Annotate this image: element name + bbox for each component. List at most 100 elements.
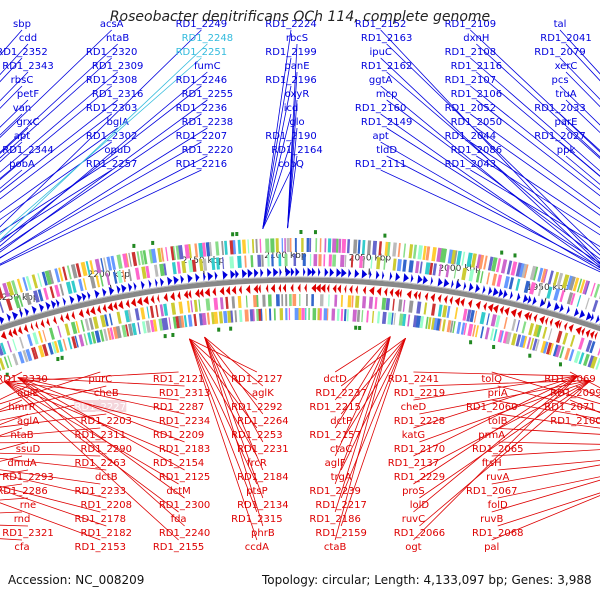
forward-gene-label: bglA [107,117,129,128]
inner-feature-block [597,347,600,356]
forward-gene-arrow [341,268,347,278]
outer-feature-block [184,244,191,259]
forward-gene-label: rbsC [11,75,34,86]
reverse-gene-leader [0,485,101,513]
outer-feature-block [24,292,32,306]
reverse-gene-leader [413,371,578,377]
reverse-gene-leader [491,464,600,485]
forward-gene-label: grxC [16,117,39,128]
reverse-gene-label: priA [488,388,508,399]
outer-feature-block [13,295,21,309]
inner-feature-block [186,300,191,313]
outer-feature-block [309,238,312,253]
forward-gene-arrow [133,282,137,291]
forward-gene-arrow [527,295,532,304]
outer-feature-block [244,255,247,268]
outer-feature-block [445,265,450,278]
inner-feature-block [484,327,490,340]
outer-feature-block [48,269,55,284]
reverse-gene-label: aglK [252,388,274,399]
forward-gene-leader [386,43,600,252]
reverse-gene-arrow [362,285,367,295]
reverse-gene-label: RD1_2182 [81,528,132,539]
rna-marker [500,250,504,255]
reverse-gene-label: tolQ [481,374,502,385]
outer-feature-block [259,238,262,253]
outer-feature-block [456,250,462,266]
forward-gene-arrow [403,273,409,283]
reverse-gene-label: RD1_2060 [466,402,517,413]
inner-feature-block [438,318,442,331]
inner-feature-block [103,328,109,341]
forward-gene-arrow [553,302,560,311]
inner-feature-block [62,338,68,351]
forward-gene-arrow [6,313,11,322]
outer-feature-block [572,277,580,292]
outer-feature-block [172,245,177,261]
forward-gene-leader [0,113,112,200]
inner-feature-block [134,308,140,321]
forward-gene-label: RD1_2309 [92,61,143,72]
inner-feature-block [555,344,562,358]
outer-feature-block [338,238,342,253]
forward-gene-leader [0,71,118,173]
forward-gene-arrow [487,286,493,296]
outer-feature-block [453,250,458,265]
outer-feature-block [151,248,157,264]
outer-feature-block [205,242,211,257]
inner-feature-block [178,301,184,314]
rna-marker [151,240,155,245]
reverse-gene-label: RD1_2071 [544,402,595,413]
inner-feature-block [71,336,78,349]
outer-feature-block [265,238,270,253]
reverse-gene-arrow [389,288,394,298]
inner-feature-block [94,330,101,343]
reverse-gene-leader [413,375,578,429]
outer-feature-block [188,244,192,259]
reverse-gene-leader [4,381,179,513]
outer-feature-block [71,280,77,293]
forward-gene-leader [0,85,202,243]
forward-gene-arrow [369,270,372,280]
forward-gene-leader [0,57,112,159]
forward-gene-label: RD1_2152 [355,19,406,30]
reverse-gene-label: ftsH [482,458,502,469]
forward-gene-leader [0,85,112,179]
inner-feature-block [533,324,540,337]
forward-gene-arrow [585,311,592,321]
forward-gene-label: petF [17,89,39,100]
forward-gene-label: RD1_2352 [0,47,48,58]
forward-gene-label: RD1_2116 [451,61,502,72]
inner-feature-block [172,316,178,329]
reverse-gene-label: RD1_2313 [159,388,210,399]
inner-feature-block [319,308,322,321]
forward-gene-arrow [354,269,360,279]
reverse-gene-arrow [394,288,400,298]
inner-feature-block [511,318,517,332]
inner-feature-block [57,339,64,353]
forward-gene-arrow [336,268,342,278]
inner-feature-block [238,309,243,322]
inner-feature-block [115,325,122,339]
forward-gene-arrow [159,277,164,287]
reverse-gene-leader [204,336,264,443]
inner-feature-block [502,331,510,344]
inner-feature-block [437,304,443,317]
inner-feature-block [128,323,134,336]
inner-feature-block [595,357,600,370]
rna-marker [313,230,317,235]
inner-feature-block [6,340,12,353]
forward-gene-arrow [222,270,228,280]
reverse-gene-leader [497,385,600,413]
inner-feature-block [381,311,387,325]
reverse-gene-arrow [517,309,523,319]
reverse-gene-label: RD1_2099 [550,388,600,399]
outer-feature-block [94,258,102,274]
reverse-gene-leader [497,492,600,527]
outer-feature-block [281,238,284,253]
outer-feature-block [529,265,537,281]
outer-feature-block [479,271,484,284]
inner-feature-block [288,308,291,321]
outer-feature-block [540,268,547,283]
forward-gene-arrow [86,291,91,301]
